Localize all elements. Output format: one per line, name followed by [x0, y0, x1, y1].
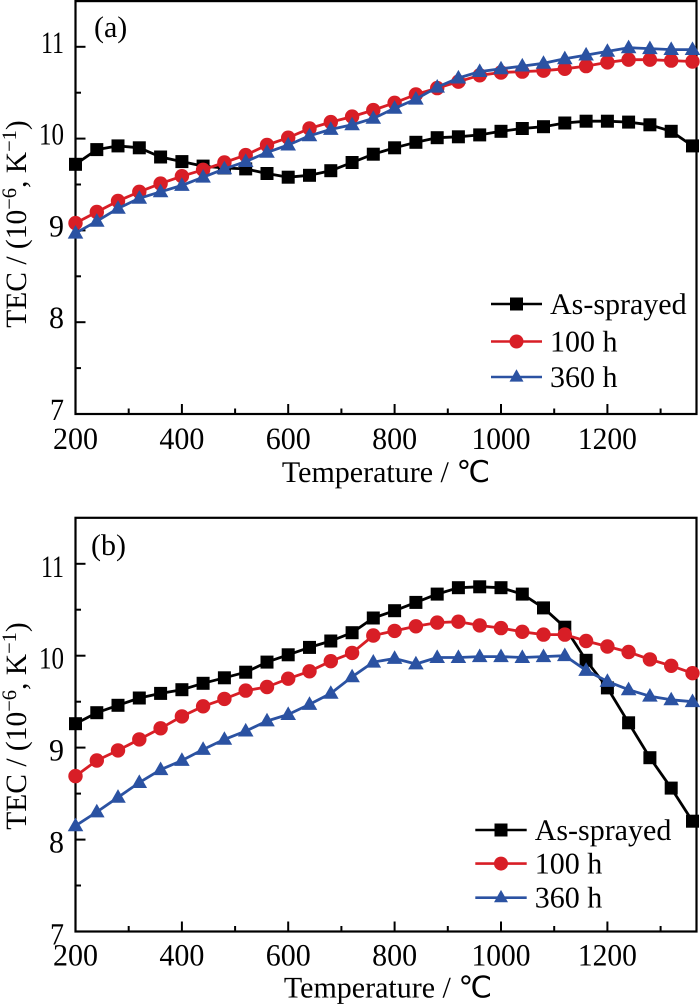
svg-text:As-sprayed: As-sprayed: [535, 814, 672, 847]
svg-text:600: 600: [266, 421, 311, 456]
svg-text:200: 200: [53, 938, 98, 973]
svg-text:1200: 1200: [578, 421, 637, 456]
svg-text:7: 7: [50, 917, 64, 952]
svg-text:TEC / (10−6, K−1): TEC / (10−6, K−1): [0, 120, 33, 328]
svg-text:Temperature / ℃: Temperature / ℃: [284, 972, 492, 1005]
svg-text:8: 8: [49, 300, 64, 335]
svg-text:1200: 1200: [578, 938, 637, 973]
svg-text:9: 9: [49, 733, 64, 768]
svg-text:TEC / (10−6, K−1): TEC / (10−6, K−1): [0, 622, 33, 830]
svg-text:800: 800: [372, 421, 417, 456]
svg-text:9: 9: [49, 208, 64, 243]
svg-text:7: 7: [50, 392, 64, 427]
svg-text:10: 10: [39, 641, 64, 676]
svg-text:400: 400: [159, 938, 204, 973]
svg-text:600: 600: [266, 938, 311, 973]
svg-text:As-sprayed: As-sprayed: [550, 288, 687, 321]
svg-text:11: 11: [41, 549, 64, 584]
svg-text:200: 200: [53, 421, 98, 456]
svg-text:11: 11: [41, 25, 64, 60]
svg-text:360 h: 360 h: [550, 361, 618, 394]
svg-text:(b): (b): [91, 529, 126, 562]
svg-text:100 h: 100 h: [550, 326, 618, 359]
svg-text:1000: 1000: [472, 421, 531, 456]
svg-text:800: 800: [372, 938, 417, 973]
svg-text:Temperature / ℃: Temperature / ℃: [282, 456, 490, 489]
svg-text:8: 8: [49, 825, 64, 860]
svg-text:100 h: 100 h: [535, 848, 603, 881]
svg-text:10: 10: [39, 117, 64, 152]
svg-text:(a): (a): [94, 11, 127, 44]
svg-text:400: 400: [159, 421, 204, 456]
svg-text:360 h: 360 h: [535, 882, 603, 915]
svg-text:1000: 1000: [472, 938, 531, 973]
